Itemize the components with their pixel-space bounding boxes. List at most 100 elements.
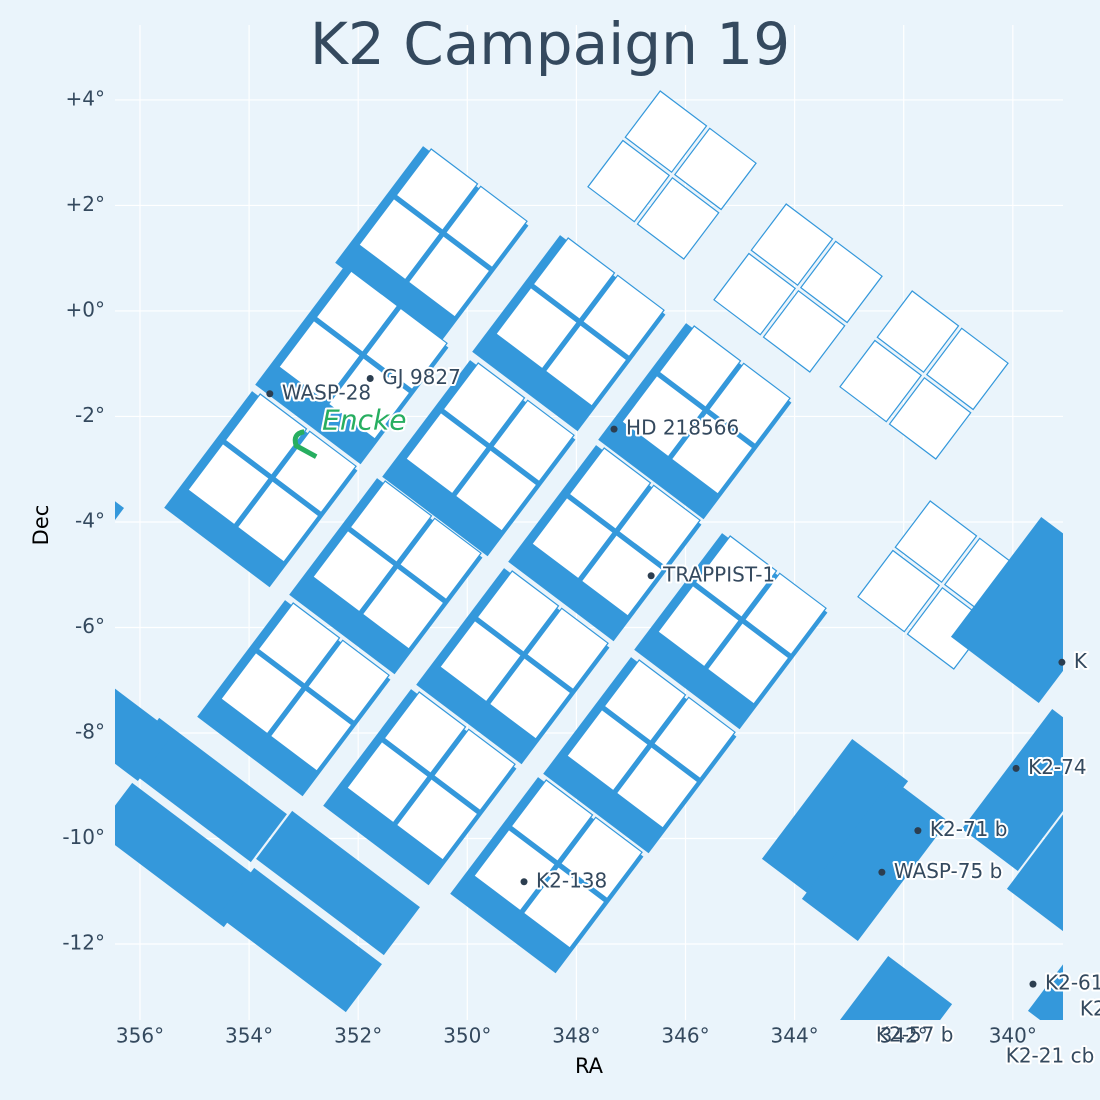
ccd xyxy=(743,572,827,656)
ccd xyxy=(395,777,479,861)
ccd xyxy=(439,619,523,703)
x-tick-label: 340° xyxy=(989,1024,1037,1048)
ccd xyxy=(510,779,594,863)
ccd xyxy=(476,570,560,654)
ccd xyxy=(491,399,575,483)
y-axis-label: Dec xyxy=(29,505,53,546)
module-shade xyxy=(256,810,420,956)
ccd xyxy=(444,185,528,269)
ccd xyxy=(220,651,304,735)
module-shade xyxy=(1006,769,1063,931)
target-label: WASP-75 b xyxy=(894,859,1002,883)
ccd xyxy=(273,430,357,514)
module-shade xyxy=(218,867,382,1013)
footprint xyxy=(115,90,1063,1020)
ccd xyxy=(559,816,643,900)
comet-trail xyxy=(292,429,318,459)
module-shade xyxy=(115,782,260,928)
ccd xyxy=(587,139,671,223)
target-label: K2-57 b xyxy=(876,1022,954,1046)
target-label: K2-74 xyxy=(1028,755,1087,779)
ccd xyxy=(707,362,791,446)
ccd xyxy=(312,529,396,613)
ccd xyxy=(236,479,320,563)
x-tick-label: 342° xyxy=(880,1024,928,1048)
ccd xyxy=(532,237,616,321)
ccd xyxy=(522,865,606,949)
ccd xyxy=(358,197,442,281)
x-tick-label: 354° xyxy=(225,1024,273,1048)
x-tick-label: 350° xyxy=(443,1024,491,1048)
ccd xyxy=(454,448,538,532)
x-axis-label: RA xyxy=(575,1054,604,1078)
chart-title: K2 Campaign 19 xyxy=(310,10,790,78)
target-point xyxy=(914,827,922,835)
ccd xyxy=(442,362,526,446)
target-label: HD 218566 xyxy=(626,416,739,440)
ccd xyxy=(652,696,736,780)
targets: WASP-28 GJ 9827 HD 218566 TRAPPIST-1 K2-138 W… xyxy=(266,363,1100,1069)
ccd xyxy=(925,327,1009,411)
module-shade xyxy=(801,779,949,941)
ccd xyxy=(327,356,411,440)
y-tick-label: +0° xyxy=(66,297,105,321)
ccd xyxy=(762,289,846,373)
ccd xyxy=(580,533,664,617)
ccd xyxy=(857,549,941,633)
y-tick-label: -4° xyxy=(75,508,105,532)
ccd xyxy=(407,234,491,318)
ccd xyxy=(187,442,271,526)
ccd xyxy=(315,270,399,354)
ccd xyxy=(894,500,978,584)
target-label: WASP-28 xyxy=(282,380,371,404)
target-point xyxy=(520,878,528,886)
ccd xyxy=(257,602,341,686)
ccd xyxy=(713,252,797,336)
module-shade xyxy=(950,517,1063,703)
ccd xyxy=(346,740,430,824)
target-label: GJ 9827 xyxy=(382,365,461,389)
ccd xyxy=(488,656,572,740)
target-label: K2-138 xyxy=(536,868,607,892)
ccd xyxy=(568,447,652,531)
ccd xyxy=(361,566,445,650)
y-tick-label: -10° xyxy=(62,825,105,849)
target-point xyxy=(878,868,886,876)
ccd xyxy=(876,290,960,374)
target-point xyxy=(1058,658,1066,666)
ccd xyxy=(888,376,972,460)
target-label: K xyxy=(1074,649,1088,673)
target-label: K2-71 b xyxy=(930,817,1008,841)
ccd xyxy=(525,607,609,691)
ccd xyxy=(531,496,615,580)
x-tick-label: 356° xyxy=(116,1024,164,1048)
target-point xyxy=(610,425,618,433)
ccd xyxy=(617,484,701,568)
ccd xyxy=(621,374,705,458)
ccd xyxy=(839,339,923,423)
module-shade xyxy=(115,678,174,782)
y-tick-label: -12° xyxy=(62,931,105,955)
ccd xyxy=(383,691,467,775)
ccd xyxy=(694,535,778,619)
ccd xyxy=(278,319,362,403)
ccd xyxy=(670,411,754,495)
y-tick-label: +2° xyxy=(66,192,105,216)
ccd xyxy=(615,745,699,829)
ccd xyxy=(658,325,742,409)
target-label: K2 xyxy=(1080,996,1100,1020)
ccd xyxy=(624,90,708,174)
y-tick-label: -6° xyxy=(75,614,105,638)
x-tick-label: 344° xyxy=(771,1024,819,1048)
ccd xyxy=(799,240,883,324)
ccd xyxy=(581,274,665,358)
target-point xyxy=(1029,980,1037,988)
y-tick-label: -2° xyxy=(75,403,105,427)
module-shade xyxy=(115,495,125,525)
target-point xyxy=(366,374,374,382)
ccd xyxy=(636,176,720,260)
ccd xyxy=(432,728,516,812)
comet-label: Encke xyxy=(322,404,406,437)
ccd xyxy=(603,659,687,743)
